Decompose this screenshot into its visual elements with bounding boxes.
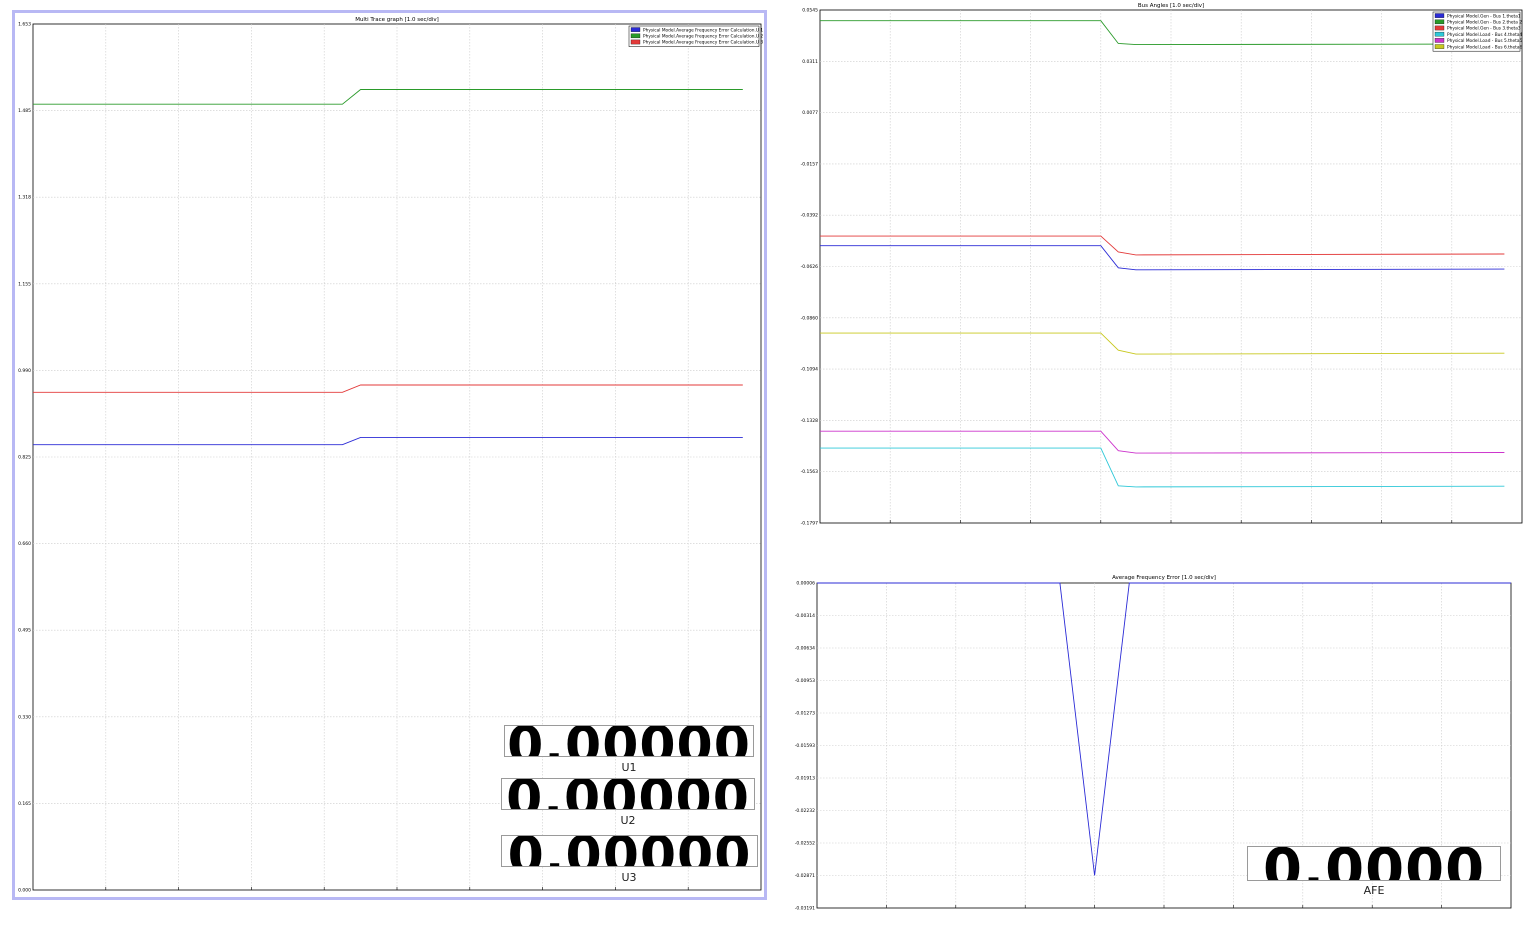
y-tick-label: -0.00314 [795,613,815,619]
u2-readout: 0.00000 [501,778,755,810]
legend-entry: Physical Model.Gen - Bus 3.theta3 [1447,26,1521,32]
chart-group: 0.0545 0.0311 0.0077 -0.0157 -0.0392 -0.0626 -… [801,3,1523,527]
series-line [33,384,743,393]
afe-label: AFE [1363,884,1385,897]
u2-label: U2 [620,814,636,827]
y-tick-label: -0.1797 [801,521,819,527]
y-tick-label: 1.653 [18,22,31,28]
y-tick-label: 1.318 [18,195,31,201]
y-tick-label: -0.02552 [795,841,815,847]
y-tick-label: -0.00953 [795,678,815,684]
y-tick-label: 0.990 [18,368,31,374]
legend-entry: Physical Model.Load - Bus 5.theta5 [1447,38,1522,44]
series-line [820,245,1505,271]
u2-value: 0.00000 [506,778,750,810]
legend-entry: Physical Model.Gen - Bus 1.theta1 [1447,13,1521,19]
series-line [820,430,1505,454]
legend-entry: Physical Model.Load - Bus 6.theta6 [1447,44,1522,50]
chart-group: 0.00006 -0.00314 -0.00634 -0.00953 -0.01273 -… [795,575,1512,912]
chart-title: Multi Trace graph [1.0 sec/div] [355,17,439,23]
y-tick-label: 0.0077 [802,110,818,116]
afe-value: 0.0000 [1262,846,1486,881]
y-tick-label: 0.660 [18,541,31,547]
plot-frame [816,582,1512,909]
y-tick-label: -0.0626 [801,264,819,270]
y-tick-label: 0.00006 [796,581,815,587]
legend-entry: Physical Model.Average Frequency Error C… [643,27,763,33]
chart-title: Bus Angles [1.0 sec/div] [1138,3,1204,9]
y-tick-label: -0.01273 [795,711,815,717]
legend-swatch [1434,25,1445,31]
y-tick-label: -0.0392 [801,213,819,219]
legend-box [628,25,760,47]
y-tick-label: -0.0157 [801,161,819,167]
series-line [820,235,1505,256]
multi-trace-panel[interactable]: 1.653 1.485 1.318 1.155 0.990 0.825 0.660 0.495… [0,0,780,910]
y-tick-label: 0.495 [18,628,31,634]
legend-box [1432,11,1521,52]
y-tick-label: -0.03191 [795,906,815,912]
series-line [33,436,743,446]
y-tick-label: -0.00634 [795,646,815,652]
legend-swatch [630,27,641,32]
series-line [817,582,1511,876]
y-tick-label: -0.1328 [801,418,819,424]
series-line [820,447,1505,488]
legend-entry: Physical Model.Gen - Bus 2.theta 2 [1447,20,1522,26]
chart-title: Average Frequency Error [1.0 sec/div] [1112,575,1216,581]
afe-readout: 0.0000 [1247,846,1501,881]
y-tick-label: 1.155 [18,281,31,287]
legend-swatch [1434,44,1445,49]
legend-swatch [1434,38,1445,43]
selection-frame [12,10,767,900]
u1-label: U1 [621,761,637,774]
u1-readout: 0.00000 [504,725,754,757]
y-tick-label: 0.0311 [802,59,818,65]
y-tick-label: -0.01593 [795,743,815,749]
y-tick-label: 0.330 [18,714,31,720]
plot-frame [819,9,1523,524]
legend-entry: Physical Model.Average Frequency Error C… [643,34,763,40]
legend-entry: Physical Model.Load - Bus 4.theta4 [1447,32,1522,38]
y-tick-label: -0.1094 [801,367,819,373]
y-tick-label: -0.01913 [795,776,815,782]
u3-label: U3 [621,871,637,884]
y-tick-label: 0.825 [18,455,31,461]
legend-entry: Physical Model.Average Frequency Error C… [643,40,763,46]
legend-swatch [630,33,641,39]
y-tick-label: 0.000 [18,888,31,894]
y-tick-label: -0.1563 [801,469,819,475]
y-tick-label: -0.0860 [801,315,819,321]
series-line [820,332,1505,355]
y-tick-label: -0.02232 [795,808,815,814]
legend-swatch [1434,13,1445,18]
legend-swatch [630,39,641,45]
y-tick-label: -0.02871 [795,873,815,879]
y-tick-label: 0.0545 [802,8,818,14]
legend-swatch [1434,31,1445,37]
u1-value: 0.00000 [507,725,751,757]
multi-trace-chart[interactable]: 1.653 1.485 1.318 1.155 0.990 0.825 0.660 0.495… [0,0,780,910]
u3-readout: 0.00000 [501,835,758,867]
y-tick-label: 1.485 [18,108,31,114]
series-line [33,89,743,105]
y-tick-label: 0.165 [18,801,31,807]
u3-value: 0.00000 [507,835,752,867]
series-line [820,20,1505,46]
legend-swatch [1434,19,1445,25]
